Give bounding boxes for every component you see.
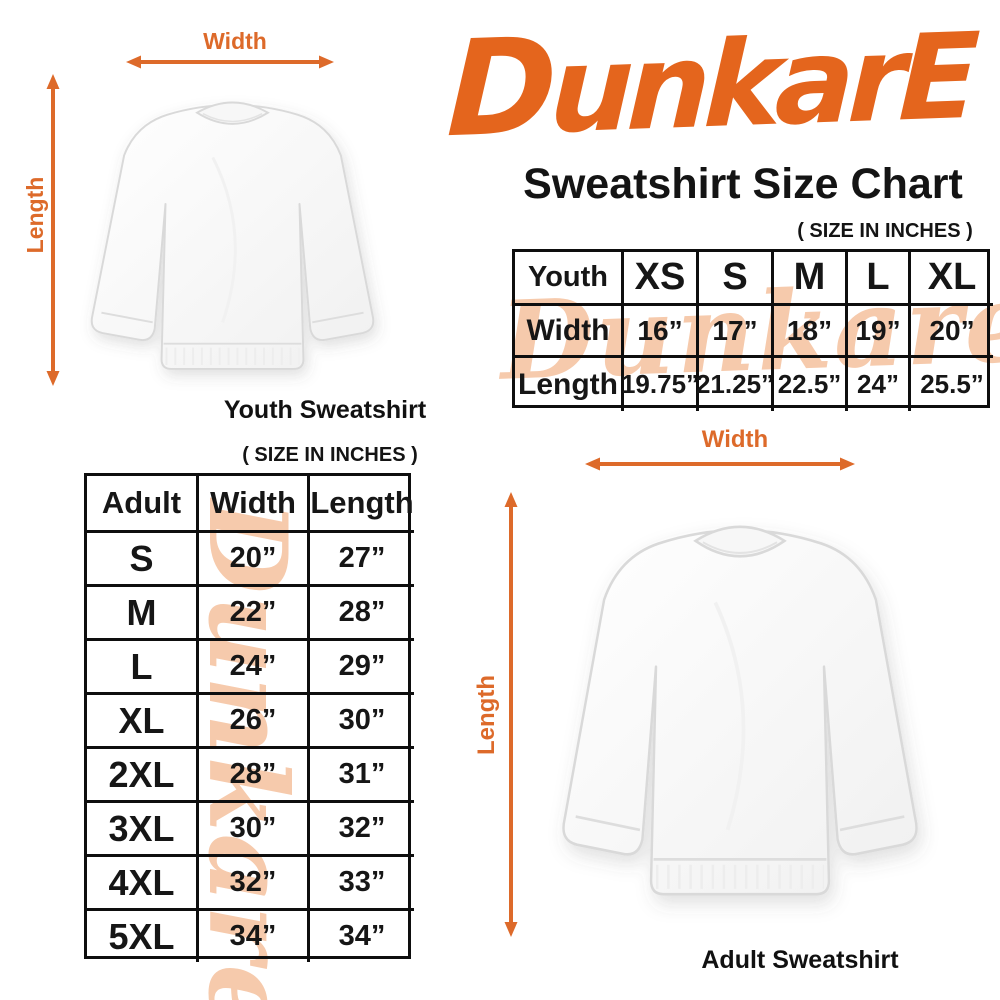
adult-length-label: Length <box>473 675 500 755</box>
youth-width-label: Width <box>203 28 267 54</box>
adult-table-header-cell: Adult <box>101 485 182 520</box>
adult-table-cell: 33” <box>307 854 414 908</box>
adult-size-table: Adult Width Length S 20” 27” M 22” 28” L… <box>84 473 414 962</box>
adult-table-cell: 27” <box>307 530 414 584</box>
youth-table-cell: 20” <box>908 303 993 355</box>
youth-table-header-cell: L <box>845 252 908 303</box>
youth-sweatshirt-image <box>90 101 375 370</box>
adult-table-cell: 30” <box>307 692 414 746</box>
youth-table-cell: 24” <box>845 355 908 411</box>
adult-table-size-label: 3XL <box>87 800 196 854</box>
units-note-top: ( SIZE IN INCHES ) <box>797 220 973 242</box>
adult-table-cell: 24” <box>196 638 307 692</box>
youth-table-header-cell: XL <box>908 252 993 303</box>
youth-length-arrow <box>46 74 60 386</box>
adult-table-cell: 32” <box>307 800 414 854</box>
youth-table-header-cell: S <box>696 252 771 303</box>
adult-table-cell: 34” <box>196 908 307 962</box>
youth-table-row-label: Width <box>515 303 621 355</box>
adult-width-label: Width <box>701 426 769 453</box>
adult-width-arrow <box>585 457 855 471</box>
adult-table-cell: 34” <box>307 908 414 962</box>
youth-table-cell: 19.75” <box>621 355 699 411</box>
adult-table-cell: 28” <box>307 584 414 638</box>
adult-table-cell: 31” <box>307 746 414 800</box>
adult-table-size-label: 2XL <box>87 746 196 800</box>
youth-table-cell: 21.25” <box>696 355 774 411</box>
youth-table-cell: 17” <box>696 303 771 355</box>
youth-table-cell: 19” <box>845 303 908 355</box>
adult-table-header-cell: Length <box>307 476 414 530</box>
youth-table-header-cell: Youth <box>528 261 608 293</box>
youth-table-header-cell: M <box>771 252 845 303</box>
youth-table-cell: 22.5” <box>771 355 845 411</box>
adult-figure-caption: Adult Sweatshirt <box>701 946 899 974</box>
youth-size-table: Youth XS S M L XL Width 16” 17” 18” 19” … <box>512 249 993 411</box>
adult-table-size-label: L <box>87 638 196 692</box>
units-note-adult: ( SIZE IN INCHES ) <box>242 444 418 466</box>
youth-figure-caption: Youth Sweatshirt <box>223 396 427 424</box>
youth-table-row-label: Length <box>515 355 621 411</box>
adult-table-cell: 20” <box>196 530 307 584</box>
youth-width-arrow <box>126 55 334 69</box>
youth-table-cell: 16” <box>621 303 696 355</box>
adult-table-cell: 30” <box>196 800 307 854</box>
adult-table-size-label: 5XL <box>87 908 196 962</box>
adult-length-arrow <box>504 492 518 937</box>
youth-table-header-cell: XS <box>621 252 696 303</box>
adult-table-cell: 22” <box>196 584 307 638</box>
adult-table-size-label: XL <box>87 692 196 746</box>
adult-table-cell: 32” <box>196 854 307 908</box>
adult-table-size-label: M <box>87 584 196 638</box>
adult-sweatshirt-image <box>562 525 918 896</box>
adult-table-size-label: S <box>87 530 196 584</box>
adult-table-cell: 26” <box>196 692 307 746</box>
adult-table-size-label: 4XL <box>87 854 196 908</box>
adult-table-header-cell: Width <box>196 476 307 530</box>
page-title: Sweatshirt Size Chart <box>523 160 963 208</box>
youth-table-cell: 25.5” <box>908 355 993 411</box>
youth-table-cell: 18” <box>771 303 845 355</box>
brand-logo: DunkarE <box>444 6 976 168</box>
adult-table-cell: 28” <box>196 746 307 800</box>
adult-table-cell: 29” <box>307 638 414 692</box>
